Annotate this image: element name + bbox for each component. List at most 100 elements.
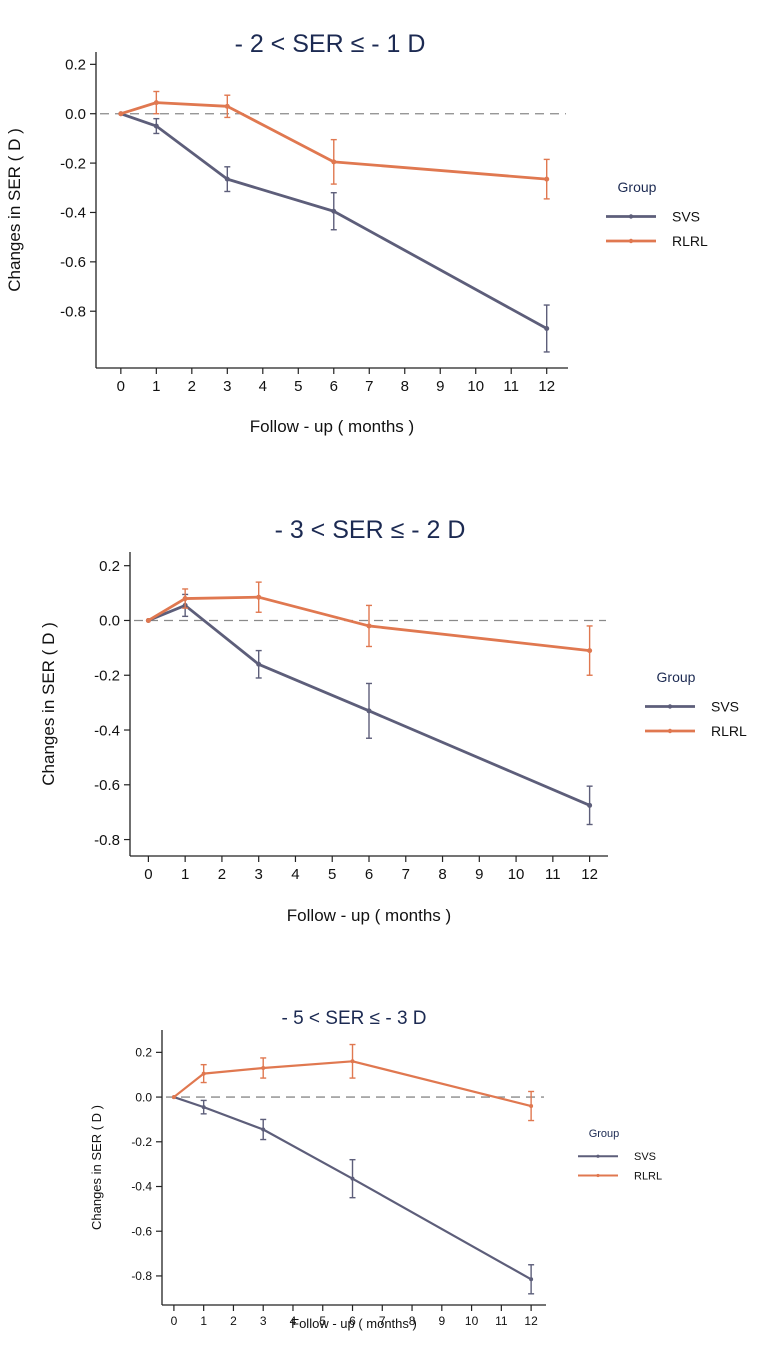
data-point-rlrl: [153, 100, 159, 106]
data-point-svs: [256, 661, 262, 667]
y-tick-label: 0.2: [65, 57, 86, 74]
x-tick-label: 0: [144, 866, 152, 883]
x-tick-label: 0: [117, 378, 125, 395]
y-tick-label: 0.0: [135, 1090, 152, 1104]
data-point-rlrl: [544, 176, 550, 182]
data-point-rlrl: [350, 1059, 355, 1064]
data-point-rlrl: [261, 1066, 266, 1071]
x-tick-label: 2: [230, 1314, 237, 1328]
legend-label-rlrl: RLRL: [672, 233, 708, 249]
y-tick-label: -0.8: [131, 1269, 152, 1283]
data-point-svs: [544, 326, 550, 331]
x-tick-label: 3: [223, 378, 231, 395]
legend: Group SVS RLRL: [645, 669, 747, 739]
x-tick-label: 7: [365, 378, 373, 395]
x-axis-label: Follow - up ( months ): [287, 906, 451, 925]
x-tick-label: 3: [260, 1314, 267, 1328]
data-point-rlrl: [171, 1095, 176, 1100]
legend-label-svs: SVS: [711, 698, 739, 714]
x-tick-label: 2: [188, 378, 196, 395]
y-tick-label: -0.2: [131, 1135, 152, 1149]
x-tick-label: 4: [291, 866, 299, 883]
data-point-rlrl: [145, 617, 151, 623]
legend-marker-svs: [596, 1154, 600, 1158]
y-tick-label: -0.4: [94, 722, 120, 739]
legend-label-rlrl: RLRL: [711, 723, 747, 739]
x-tick-label: 12: [538, 378, 555, 395]
x-tick-label: 4: [259, 378, 267, 395]
chart-title: - 5 < SER ≤ - 3 D: [281, 1008, 426, 1029]
x-tick-label: 7: [402, 866, 410, 883]
chart-panel-1: - 2 < SER ≤ - 1 D 0.2 0.0 -0.2 -0.4 -0.6 -0.8 0…: [5, 30, 708, 436]
data-point-svs: [224, 176, 230, 182]
x-tick-label: 11: [545, 866, 561, 883]
data-point-svs: [350, 1176, 355, 1181]
y-axis-label: Changes in SER ( D ): [39, 622, 58, 785]
x-tick-label: 9: [438, 1314, 445, 1328]
data-point-rlrl: [331, 159, 337, 165]
y-tick-label: -0.8: [94, 832, 120, 849]
data-point-svs: [261, 1127, 266, 1132]
x-tick-label: 3: [255, 866, 263, 883]
data-point-svs: [201, 1105, 206, 1110]
x-axis-label: Follow - up ( months ): [291, 1316, 417, 1331]
x-tick-label: 5: [294, 378, 302, 395]
data-point-rlrl: [224, 103, 230, 109]
legend-title: Group: [657, 669, 696, 685]
y-tick-label: 0.2: [135, 1046, 152, 1060]
x-tick-label: 8: [438, 866, 446, 883]
x-tick-label: 0: [171, 1314, 178, 1328]
legend-marker-rlrl: [596, 1173, 600, 1178]
legend-title: Group: [589, 1128, 620, 1140]
x-tick-label: 5: [328, 866, 336, 883]
data-point-rlrl: [366, 623, 372, 629]
y-tick-label: -0.4: [131, 1180, 152, 1194]
y-tick-label: -0.8: [60, 303, 86, 320]
x-tick-label: 10: [508, 866, 525, 883]
legend-label-svs: SVS: [672, 208, 700, 224]
y-tick-label: -0.2: [94, 667, 120, 684]
data-point-svs: [153, 123, 159, 129]
x-tick-label: 8: [409, 1314, 416, 1328]
data-point-rlrl: [201, 1071, 206, 1076]
y-axis-label: Changes in SER ( D ): [89, 1105, 104, 1230]
data-point-svs: [587, 802, 593, 808]
data-point-rlrl: [587, 648, 593, 654]
x-tick-label: 4: [290, 1314, 297, 1328]
y-tick-label: -0.4: [60, 205, 86, 222]
x-tick-label: 1: [152, 378, 160, 395]
legend: Group SVS RLRL: [578, 1128, 662, 1182]
x-tick-label: 6: [365, 866, 373, 883]
legend-label-rlrl: RLRL: [634, 1170, 662, 1182]
legend-marker-rlrl: [628, 238, 634, 244]
y-tick-label: -0.6: [94, 777, 120, 794]
legend: Group SVS RLRL: [606, 179, 708, 249]
y-tick-label: 0.0: [99, 613, 120, 630]
data-point-rlrl: [182, 596, 188, 602]
chart-title: - 3 < SER ≤ - 2 D: [275, 516, 466, 544]
chart-panel-3: - 5 < SER ≤ - 3 D 0.2 0.0 -0.2 -0.4 -0.6 -0.8 0…: [89, 1008, 662, 1331]
data-point-rlrl: [529, 1104, 534, 1109]
chart-panel-2: - 3 < SER ≤ - 2 D 0.2 0.0 -0.2 -0.4 -0.6 -0.8 0…: [39, 516, 747, 925]
y-tick-label: 0.2: [99, 558, 120, 575]
x-tick-label: 1: [200, 1314, 207, 1328]
x-tick-label: 9: [475, 866, 483, 883]
x-tick-label: 5: [319, 1314, 326, 1328]
legend-title: Group: [618, 179, 657, 195]
x-axis-label: Follow - up ( months ): [250, 417, 414, 436]
x-tick-label: 11: [503, 378, 519, 395]
x-tick-label: 2: [218, 866, 226, 883]
x-tick-label: 11: [495, 1314, 508, 1328]
y-tick-label: -0.6: [131, 1224, 152, 1238]
data-point-svs: [331, 208, 337, 214]
legend-marker-rlrl: [667, 728, 673, 734]
x-tick-label: 9: [436, 378, 444, 395]
x-tick-label: 7: [379, 1314, 386, 1328]
x-tick-label: 10: [467, 378, 484, 395]
legend-marker-svs: [628, 214, 634, 219]
data-point-svs: [366, 708, 372, 714]
x-tick-label: 1: [181, 866, 189, 883]
x-tick-label: 12: [581, 866, 598, 883]
data-point-rlrl: [118, 111, 124, 117]
y-axis-label: Changes in SER ( D ): [5, 128, 24, 291]
